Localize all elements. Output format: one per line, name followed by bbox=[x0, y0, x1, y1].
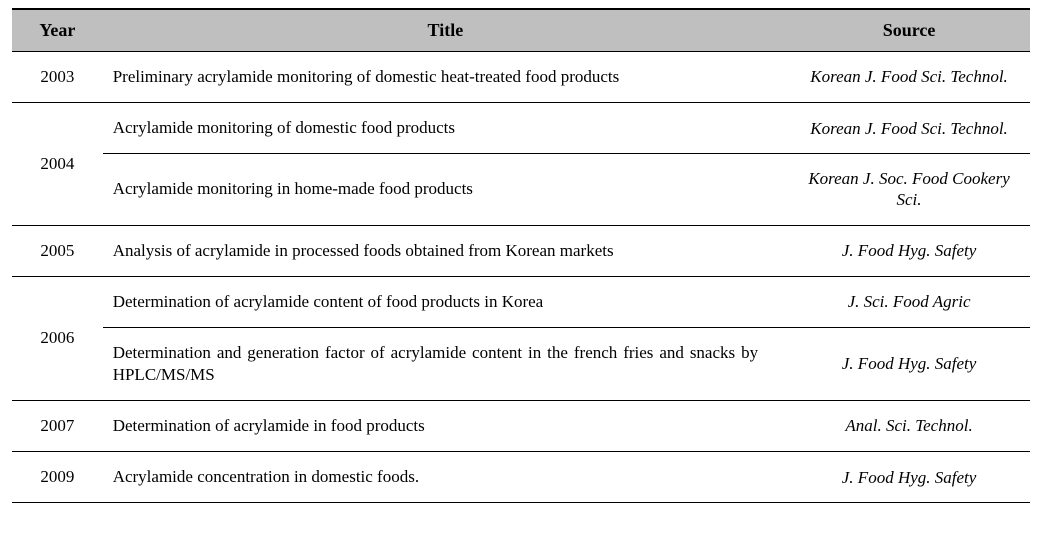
cell-source: Korean J. Food Sci. Technol. bbox=[788, 52, 1030, 103]
table-row: Determination and generation factor of a… bbox=[12, 327, 1030, 400]
table-row: 2009 Acrylamide concentration in domesti… bbox=[12, 452, 1030, 503]
cell-title: Acrylamide monitoring in home-made food … bbox=[103, 154, 788, 226]
table-row: 2007 Determination of acrylamide in food… bbox=[12, 401, 1030, 452]
cell-year: 2006 bbox=[12, 276, 103, 400]
cell-title: Determination of acrylamide in food prod… bbox=[103, 401, 788, 452]
cell-title: Acrylamide monitoring of domestic food p… bbox=[103, 103, 788, 154]
cell-year: 2005 bbox=[12, 225, 103, 276]
cell-source: J. Food Hyg. Safety bbox=[788, 452, 1030, 503]
cell-source: Anal. Sci. Technol. bbox=[788, 401, 1030, 452]
table-header-row: Year Title Source bbox=[12, 9, 1030, 52]
cell-source: J. Sci. Food Agric bbox=[788, 276, 1030, 327]
col-header-year: Year bbox=[12, 9, 103, 52]
publications-table: Year Title Source 2003 Preliminary acryl… bbox=[12, 8, 1030, 503]
cell-title: Acrylamide concentration in domestic foo… bbox=[103, 452, 788, 503]
table-row: 2004 Acrylamide monitoring of domestic f… bbox=[12, 103, 1030, 154]
cell-title: Analysis of acrylamide in processed food… bbox=[103, 225, 788, 276]
cell-year: 2003 bbox=[12, 52, 103, 103]
cell-title: Determination of acrylamide content of f… bbox=[103, 276, 788, 327]
cell-year: 2004 bbox=[12, 103, 103, 226]
table-row: 2003 Preliminary acrylamide monitoring o… bbox=[12, 52, 1030, 103]
cell-title: Determination and generation factor of a… bbox=[103, 327, 788, 400]
table-row: 2006 Determination of acrylamide content… bbox=[12, 276, 1030, 327]
cell-source: J. Food Hyg. Safety bbox=[788, 225, 1030, 276]
cell-title: Preliminary acrylamide monitoring of dom… bbox=[103, 52, 788, 103]
table-row: 2005 Analysis of acrylamide in processed… bbox=[12, 225, 1030, 276]
cell-year: 2009 bbox=[12, 452, 103, 503]
cell-year: 2007 bbox=[12, 401, 103, 452]
cell-source: Korean J. Food Sci. Technol. bbox=[788, 103, 1030, 154]
col-header-source: Source bbox=[788, 9, 1030, 52]
cell-source: Korean J. Soc. Food Cookery Sci. bbox=[788, 154, 1030, 226]
table-row: Acrylamide monitoring in home-made food … bbox=[12, 154, 1030, 226]
col-header-title: Title bbox=[103, 9, 788, 52]
cell-source: J. Food Hyg. Safety bbox=[788, 327, 1030, 400]
